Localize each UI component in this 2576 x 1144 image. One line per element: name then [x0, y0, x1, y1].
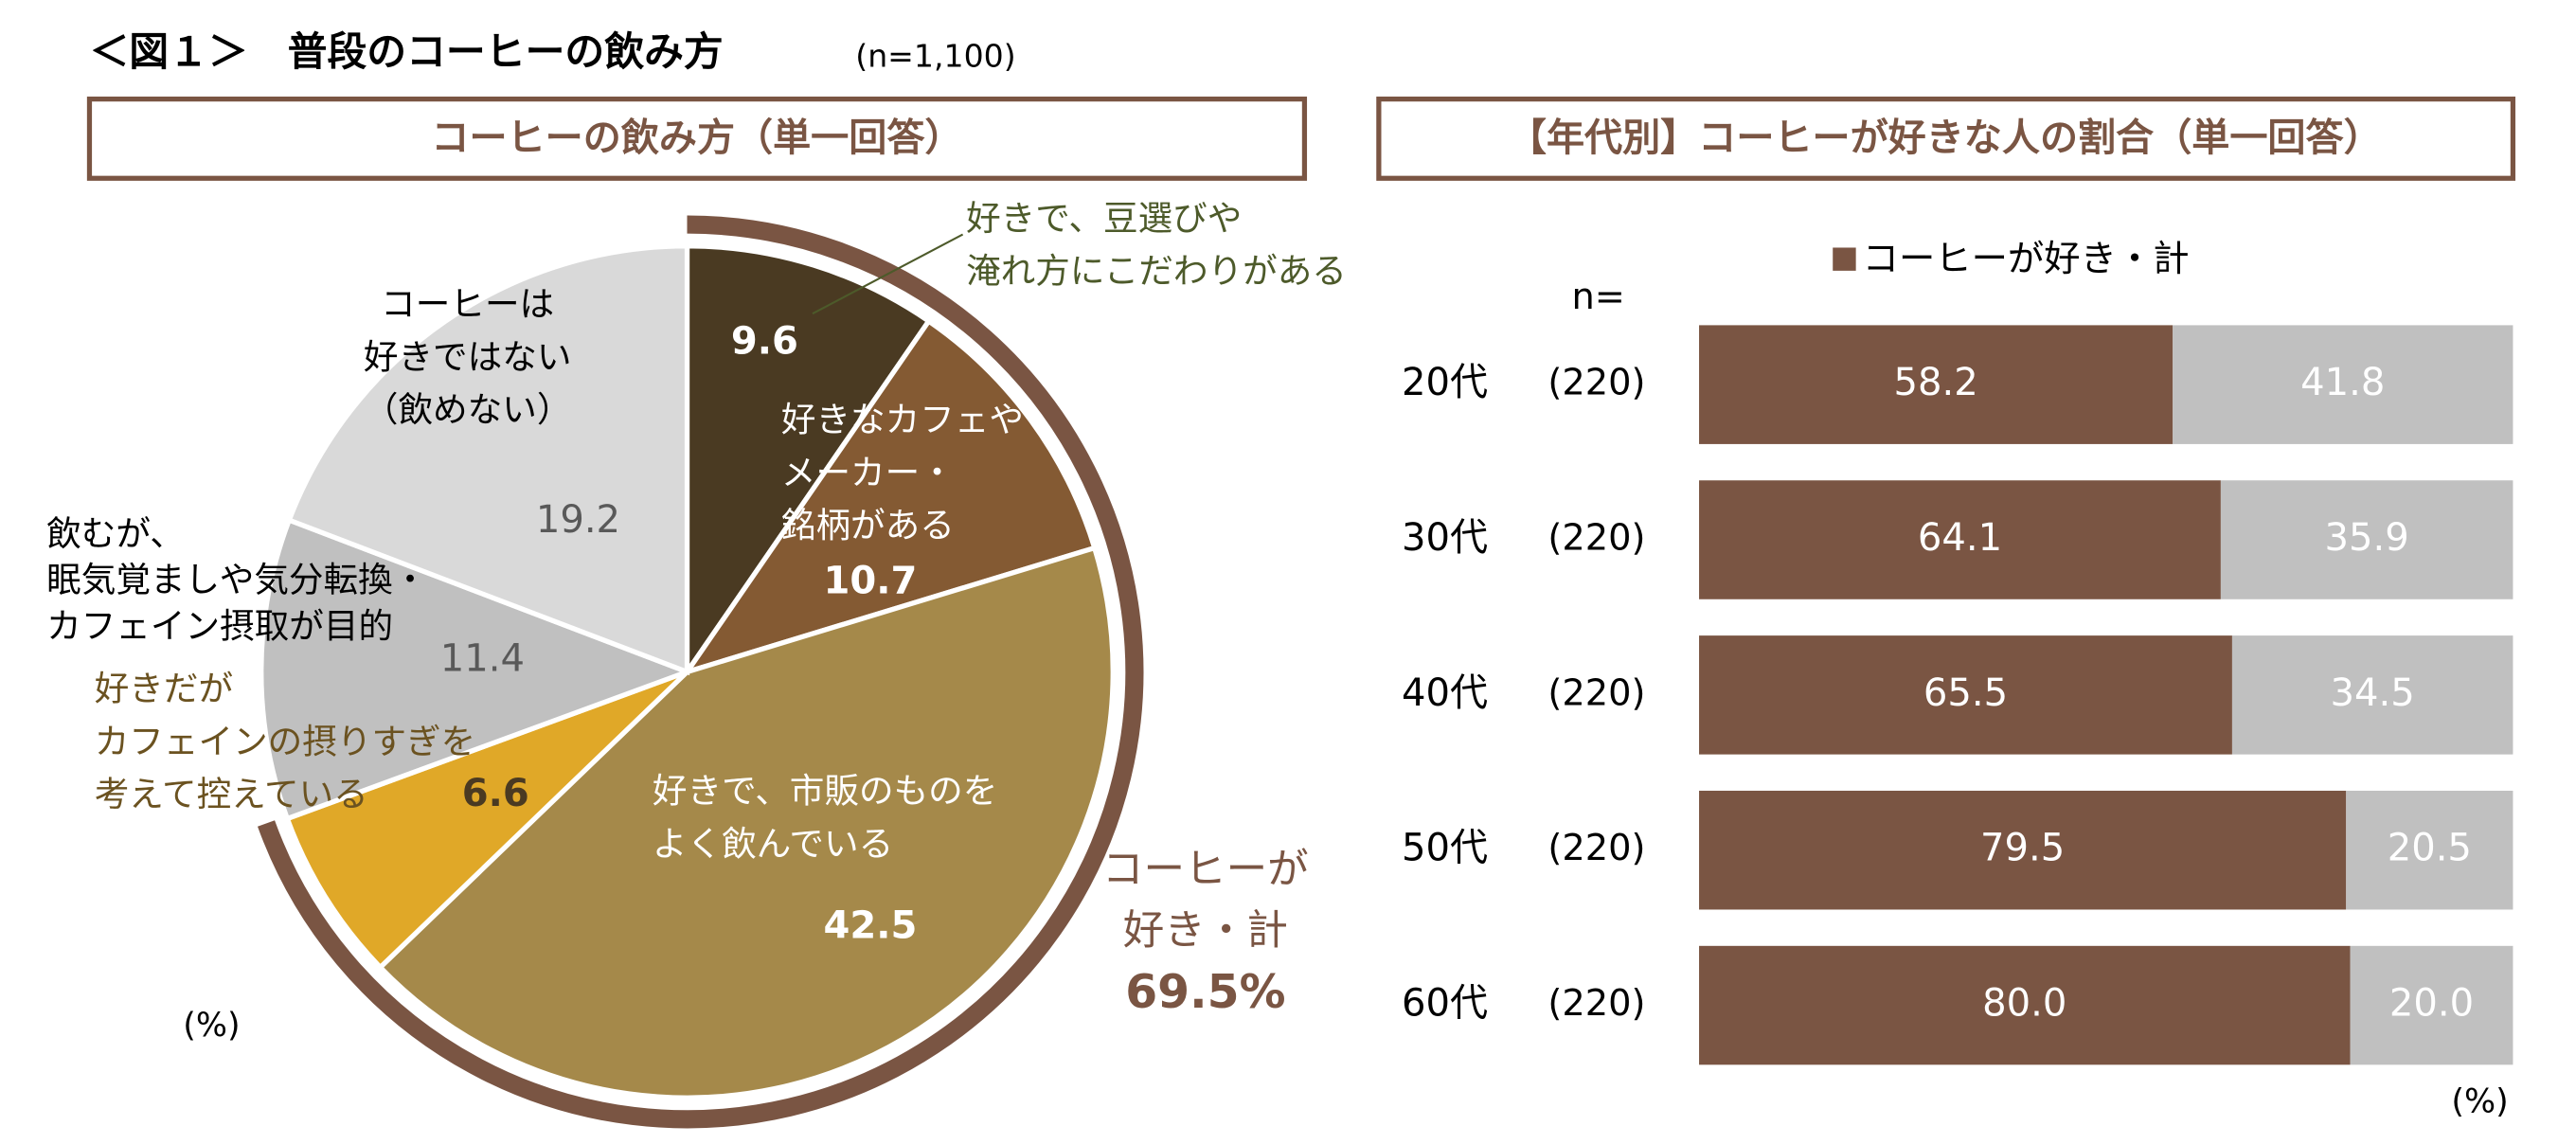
total-arc	[258, 215, 1144, 1129]
n-label: (220)	[1547, 517, 1645, 560]
slice-value: 19.2	[536, 498, 620, 542]
n-label: (220)	[1547, 671, 1645, 714]
pie-slice	[684, 243, 933, 680]
pie-slice	[285, 243, 690, 676]
bar-value: 65.5	[1923, 671, 2008, 715]
total-label: コーヒーが好き・計	[1102, 846, 1309, 954]
y-tick-label: 50代	[1402, 827, 1488, 870]
slice-value: 10.7	[824, 559, 918, 602]
panel-header	[1376, 96, 2516, 181]
bar-value: 34.5	[2331, 671, 2415, 715]
n-label: (220)	[1547, 982, 1645, 1025]
bar-value: 79.5	[1980, 827, 2065, 870]
slice-value: 6.6	[462, 772, 529, 815]
n-label: (220)	[1547, 362, 1645, 404]
bar-value: 64.1	[1918, 516, 2002, 560]
bar-value: 41.8	[2300, 361, 2385, 404]
bar	[2350, 945, 2513, 1065]
n-label: (220)	[1547, 827, 1645, 869]
slice-label: コーヒーは好きではない（飲めない）	[364, 283, 572, 430]
bar-title: 【年代別】コーヒーが好きな人の割合（単一回答）	[1509, 116, 2382, 160]
bar	[1699, 480, 2221, 599]
leader-line	[812, 233, 964, 315]
bar	[2220, 480, 2513, 599]
slice-value: 9.6	[731, 320, 798, 364]
pie-slice	[681, 317, 1099, 677]
figure-note: (n=1,100)	[855, 38, 1015, 75]
slice-value: 11.4	[440, 636, 525, 680]
y-tick-label: 60代	[1402, 982, 1488, 1026]
slice-label: 好きだがカフェインの摂りすぎを考えて控えている	[95, 668, 476, 814]
y-tick-label: 20代	[1402, 361, 1488, 404]
legend-label: コーヒーが好き・計	[1863, 238, 2190, 280]
pie-slice	[283, 670, 689, 972]
slice-value: 42.5	[824, 904, 918, 948]
legend-swatch	[1833, 247, 1856, 271]
bar	[2173, 325, 2513, 444]
slice-label: 飲むが、眠気覚ましや気分転換・カフェイン摂取が目的	[46, 512, 427, 646]
bar-value: 20.0	[2389, 982, 2474, 1026]
bar	[1699, 945, 2351, 1065]
slice-label: 好きなカフェやメーカー・銘柄がある	[781, 399, 1024, 545]
bar-value: 58.2	[1893, 361, 1977, 404]
unit-label: (%)	[183, 1007, 240, 1045]
bar	[1699, 325, 2174, 444]
bar	[2231, 635, 2513, 755]
slice-label: 好きで、豆選びや淹れ方にこだわりがある	[966, 197, 1347, 291]
slice-label: 好きで、市販のものをよく飲んでいる	[653, 770, 997, 864]
figure-title: ＜図１＞ 普段のコーヒーの飲み方	[89, 28, 723, 75]
pie-title: コーヒーの飲み方（単一回答）	[431, 116, 962, 160]
panel-header	[86, 96, 1308, 181]
bar-value: 20.5	[2388, 827, 2472, 870]
n-title: n=	[1572, 276, 1625, 318]
bar	[2346, 790, 2513, 910]
total-value: 69.5%	[1125, 965, 1285, 1019]
y-tick-label: 40代	[1402, 671, 1488, 715]
pie-slice	[376, 545, 1116, 1100]
bar	[1699, 635, 2232, 755]
unit-label: (%)	[2451, 1082, 2508, 1120]
bar-value: 80.0	[1982, 982, 2066, 1026]
pie-slice	[259, 516, 694, 822]
bar	[1699, 790, 2347, 910]
bar-value: 35.9	[2325, 516, 2409, 560]
y-tick-label: 30代	[1402, 516, 1488, 560]
